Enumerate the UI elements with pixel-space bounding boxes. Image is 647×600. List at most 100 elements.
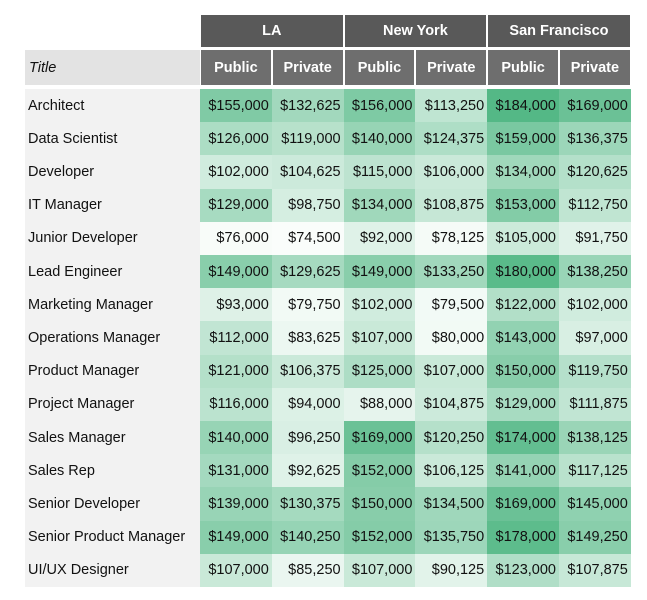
salary-cell: $132,625 <box>271 89 344 123</box>
salary-cell: $96,250 <box>271 421 344 455</box>
salary-cell: $90,125 <box>415 553 488 587</box>
salary-cell: $150,000 <box>343 487 416 521</box>
salary-cell: $159,000 <box>487 122 559 156</box>
salary-cell: $92,625 <box>271 454 344 488</box>
salary-cell: $102,000 <box>559 288 631 322</box>
sector-header: Public <box>201 50 271 85</box>
row-label: Sales Rep <box>25 454 200 488</box>
salary-cell: $153,000 <box>487 188 559 222</box>
salary-cell: $134,000 <box>343 188 416 222</box>
salary-cell: $155,000 <box>200 89 272 123</box>
sector-header: Private <box>272 50 343 85</box>
row-label: Lead Engineer <box>25 255 200 289</box>
salary-cell: $108,875 <box>415 188 488 222</box>
salary-cell: $119,750 <box>559 354 631 388</box>
salary-cell: $140,000 <box>343 122 416 156</box>
salary-cell: $116,000 <box>200 387 272 421</box>
salary-cell: $145,000 <box>559 487 631 521</box>
salary-cell: $174,000 <box>487 421 559 455</box>
salary-cell: $115,000 <box>343 155 416 189</box>
salary-cell: $156,000 <box>343 89 416 123</box>
salary-cell: $120,625 <box>559 155 631 189</box>
salary-cell: $131,000 <box>200 454 272 488</box>
salary-cell: $112,750 <box>559 188 631 222</box>
salary-cell: $88,000 <box>343 387 416 421</box>
salary-cell: $141,000 <box>487 454 559 488</box>
row-label: UI/UX Designer <box>25 553 200 587</box>
salary-cell: $83,625 <box>271 321 344 355</box>
salary-cell: $169,000 <box>343 421 416 455</box>
sector-header: Public <box>488 50 558 85</box>
salary-cell: $134,000 <box>487 155 559 189</box>
salary-cell: $129,000 <box>487 387 559 421</box>
salary-cell: $79,500 <box>415 288 488 322</box>
salary-cell: $119,000 <box>271 122 344 156</box>
salary-cell: $111,875 <box>559 387 631 421</box>
row-label: Data Scientist <box>25 122 200 156</box>
salary-cell: $129,625 <box>271 255 344 289</box>
salary-cell: $149,250 <box>559 520 631 554</box>
salary-cell: $74,500 <box>271 221 344 255</box>
salary-cell: $79,750 <box>271 288 344 322</box>
salary-cell: $93,000 <box>200 288 272 322</box>
salary-cell: $129,000 <box>200 188 272 222</box>
salary-cell: $152,000 <box>343 454 416 488</box>
row-label: Operations Manager <box>25 321 200 355</box>
salary-cell: $80,000 <box>415 321 488 355</box>
salary-cell: $97,000 <box>559 321 631 355</box>
salary-cell: $107,000 <box>343 321 416 355</box>
salary-cell: $140,000 <box>200 421 272 455</box>
salary-cell: $184,000 <box>487 89 559 123</box>
city-header: New York <box>344 15 487 47</box>
salary-cell: $121,000 <box>200 354 272 388</box>
salary-cell: $138,125 <box>559 421 631 455</box>
salary-cell: $78,125 <box>415 221 488 255</box>
salary-cell: $104,875 <box>415 387 488 421</box>
salary-cell: $107,000 <box>415 354 488 388</box>
salary-cell: $107,000 <box>343 553 416 587</box>
salary-cell: $130,375 <box>271 487 344 521</box>
salary-cell: $134,500 <box>415 487 488 521</box>
salary-cell: $107,875 <box>559 553 631 587</box>
row-label: IT Manager <box>25 188 200 222</box>
sector-header: Public <box>344 50 415 85</box>
salary-cell: $123,000 <box>487 553 559 587</box>
sector-header: Private <box>416 50 487 85</box>
salary-cell: $94,000 <box>271 387 344 421</box>
salary-cell: $76,000 <box>200 221 272 255</box>
row-label: Senior Developer <box>25 487 200 521</box>
salary-cell: $150,000 <box>487 354 559 388</box>
salary-cell: $107,000 <box>200 553 272 587</box>
salary-cell: $102,000 <box>343 288 416 322</box>
salary-cell: $149,000 <box>200 520 272 554</box>
row-label: Developer <box>25 155 200 189</box>
row-label: Product Manager <box>25 354 200 388</box>
salary-cell: $85,250 <box>271 553 344 587</box>
row-label: Project Manager <box>25 387 200 421</box>
city-header: LA <box>201 15 343 47</box>
city-header: San Francisco <box>488 15 630 47</box>
salary-cell: $136,375 <box>559 122 631 156</box>
salary-cell: $113,250 <box>415 89 488 123</box>
row-label: Marketing Manager <box>25 288 200 322</box>
salary-cell: $106,375 <box>271 354 344 388</box>
row-label: Senior Product Manager <box>25 520 200 554</box>
salary-cell: $120,250 <box>415 421 488 455</box>
salary-cell: $105,000 <box>487 221 559 255</box>
salary-cell: $126,000 <box>200 122 272 156</box>
salary-cell: $125,000 <box>343 354 416 388</box>
salary-cell: $149,000 <box>200 255 272 289</box>
title-header: Title <box>25 50 200 85</box>
salary-cell: $112,000 <box>200 321 272 355</box>
salary-cell: $92,000 <box>343 221 416 255</box>
salary-cell: $143,000 <box>487 321 559 355</box>
row-label: Junior Developer <box>25 221 200 255</box>
salary-cell: $149,000 <box>343 255 416 289</box>
salary-cell: $169,000 <box>559 89 631 123</box>
salary-cell: $135,750 <box>415 520 488 554</box>
salary-cell: $124,375 <box>415 122 488 156</box>
salary-cell: $152,000 <box>343 520 416 554</box>
sector-header: Private <box>560 50 630 85</box>
salary-cell: $122,000 <box>487 288 559 322</box>
